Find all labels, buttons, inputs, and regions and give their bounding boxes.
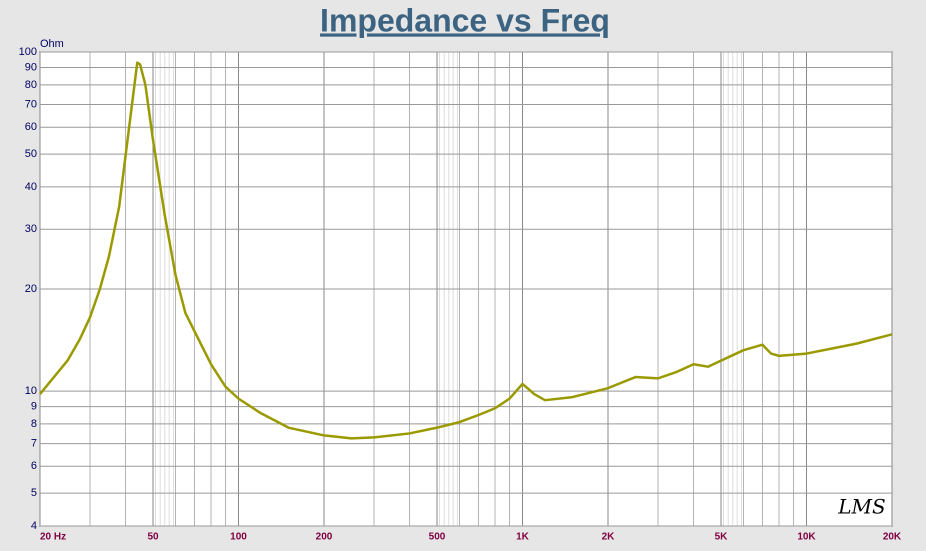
x-tick-label: 10K — [797, 532, 816, 543]
y-tick-label: 4 — [31, 520, 37, 532]
y-tick-label: 50 — [25, 148, 37, 160]
x-tick-label: 100 — [230, 532, 247, 543]
y-tick-label: 10 — [25, 385, 37, 397]
y-tick-label: 7 — [31, 437, 37, 449]
x-tick-label: 2K — [602, 532, 616, 543]
y-tick-label: 20 — [25, 283, 37, 295]
y-unit: Ohm — [40, 38, 64, 50]
y-tick-label: 100 — [19, 46, 37, 58]
x-tick-label: 50 — [147, 532, 159, 543]
y-tick-label: 6 — [31, 460, 37, 472]
x-tick-label: 200 — [316, 532, 333, 543]
x-tick-label: 20K — [883, 532, 902, 543]
y-tick-label: 8 — [31, 418, 37, 430]
y-tick-label: 9 — [31, 400, 37, 412]
y-tick-label: 60 — [25, 121, 37, 133]
y-tick-label: 70 — [25, 98, 37, 110]
y-tick-label: 90 — [25, 61, 37, 73]
annotation: LMS — [837, 495, 885, 519]
x-tick-label: 500 — [429, 532, 446, 543]
x-tick-label: 20 Hz — [40, 532, 66, 543]
impedance-line — [39, 61, 893, 440]
x-tick-label: 1K — [516, 532, 530, 543]
y-tick-label: 40 — [25, 181, 37, 193]
chart-title: Impedance vs Freq — [320, 2, 610, 38]
y-tick-label: 30 — [25, 223, 37, 235]
y-tick-label: 5 — [31, 487, 37, 499]
y-tick-label: 80 — [25, 79, 37, 91]
x-tick-label: 5K — [715, 532, 729, 543]
